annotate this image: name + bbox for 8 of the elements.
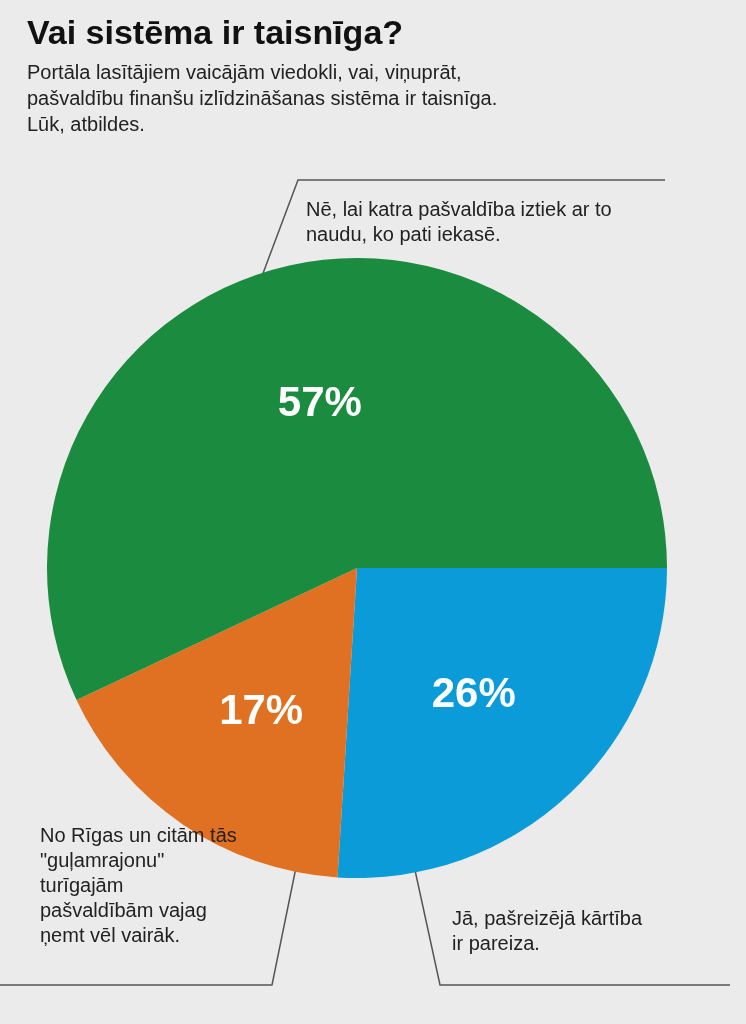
data-label: 26% xyxy=(431,668,516,716)
slice-label: Nē, lai katra pašvaldība iztiek ar to naudu, ko pati iekasē. xyxy=(306,197,618,245)
chart-title: Vai sistēma ir taisnīga? xyxy=(27,13,404,51)
data-label: 17% xyxy=(219,685,304,733)
slice-label: Jā, pašreizējā kārtība ir pareiza. xyxy=(452,906,648,954)
data-label: 57% xyxy=(277,378,362,426)
slice-label: No Rīgas un citām tās "guļamrajonu" turīgajām pašvaldībām vajag ņemt vēl vairāk. xyxy=(40,823,243,946)
chart-subtitle: Portāla lasītājiem vaicājām viedokli, vai, viņuprāt, pašvaldību finanšu izlīdzināšanas sistēma ir taisnīga. Lūk, atbildes. xyxy=(27,61,503,135)
